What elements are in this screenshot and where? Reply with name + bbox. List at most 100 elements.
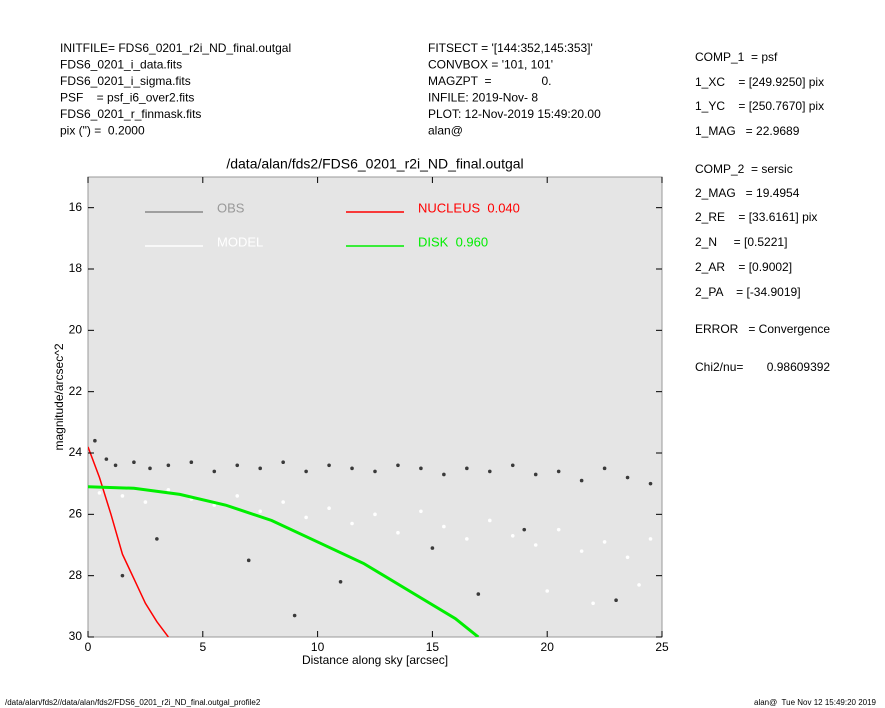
data-point	[327, 463, 331, 468]
data-point	[579, 549, 584, 553]
data-point	[212, 469, 217, 474]
data-point	[148, 466, 152, 471]
data-point	[614, 598, 618, 602]
plot-marks	[88, 438, 653, 637]
fit-parameter: 2_MAG = 19.4954	[695, 186, 800, 200]
data-point	[591, 601, 595, 606]
data-point	[579, 478, 584, 483]
header-left-line: FDS6_0201_i_sigma.fits	[60, 74, 191, 88]
data-point	[522, 527, 527, 532]
data-point	[648, 537, 653, 541]
data-point	[442, 472, 446, 477]
data-point	[419, 466, 423, 471]
data-point	[120, 494, 125, 498]
data-point	[120, 573, 125, 578]
header-left-line: PSF = psf_i6_over2.fits	[60, 91, 194, 105]
data-point	[235, 494, 240, 498]
fit-parameter: 1_XC = [249.9250] pix	[695, 75, 824, 89]
data-point	[373, 512, 377, 517]
legend-label: NUCLEUS 0.040	[418, 200, 520, 215]
data-point	[304, 469, 308, 474]
data-point	[556, 469, 561, 474]
data-point	[113, 463, 118, 468]
data-point	[556, 527, 561, 532]
footer-left: /data/alan/fds2//data/alan/fds2/FDS6_020…	[5, 698, 261, 707]
data-point	[637, 583, 641, 587]
footer-right: alan@ Tue Nov 12 15:49:20 2019	[754, 698, 877, 707]
y-tick-label: 24	[69, 445, 83, 459]
data-point	[189, 460, 194, 465]
fit-parameter: COMP_2 = sersic	[695, 162, 793, 176]
data-point	[155, 537, 159, 541]
data-point	[430, 546, 435, 550]
data-point	[166, 488, 171, 492]
data-point	[396, 530, 400, 535]
y-tick-label: 30	[69, 629, 83, 643]
x-tick-label: 15	[426, 640, 440, 654]
data-point	[488, 469, 492, 474]
data-point	[533, 543, 538, 547]
data-point	[281, 460, 285, 465]
fit-parameter: 2_PA = [-34.9019]	[695, 285, 801, 299]
data-point	[533, 472, 538, 477]
fit-parameter: COMP_1 = psf	[695, 50, 778, 64]
data-point	[350, 466, 354, 471]
fit-parameter: ERROR = Convergence	[695, 322, 830, 336]
x-axis-label: Distance along sky [arcsec]	[302, 653, 448, 667]
header-middle-line: PLOT: 12-Nov-2019 15:49:20.00	[428, 107, 601, 121]
y-tick-label: 26	[69, 507, 83, 521]
fit-parameter: 1_MAG = 22.9689	[695, 124, 800, 138]
data-point	[258, 466, 263, 471]
data-point	[304, 515, 308, 520]
y-tick-label: 18	[69, 261, 83, 275]
y-tick-label: 22	[69, 384, 83, 398]
y-tick-label: 28	[69, 568, 83, 582]
data-point	[476, 592, 481, 596]
data-point	[350, 521, 354, 526]
y-tick-label: 16	[69, 200, 83, 214]
data-point	[212, 503, 217, 507]
plot-area	[87, 176, 663, 638]
fit-parameter: 1_YC = [250.7670] pix	[695, 99, 824, 113]
header-left-line: FDS6_0201_r_finmask.fits	[60, 107, 201, 121]
data-point	[648, 481, 653, 486]
data-point	[235, 463, 240, 468]
x-tick-label: 0	[85, 640, 92, 654]
chart-title: /data/alan/fds2/FDS6_0201_r2i_ND_final.o…	[226, 156, 523, 172]
data-point	[97, 491, 102, 495]
fit-parameter: 2_AR = [0.9002]	[695, 260, 792, 274]
data-point	[104, 457, 109, 461]
header-middle-line: CONVBOX = '101, 101'	[428, 58, 553, 72]
data-point	[246, 558, 251, 563]
data-point	[602, 466, 607, 471]
data-point	[327, 506, 331, 511]
data-point	[258, 509, 263, 514]
data-point	[625, 555, 630, 560]
y-axis-label: magnitude/arcsec^2	[52, 343, 66, 450]
fit-parameter: Chi2/nu= 0.98609392	[695, 360, 830, 374]
legend-label: DISK 0.960	[418, 234, 488, 249]
data-point	[488, 518, 492, 523]
data-point	[545, 589, 549, 593]
data-point	[419, 509, 423, 514]
y-tick-label: 20	[69, 323, 83, 337]
header-middle-line: alan@	[428, 124, 463, 138]
header-middle-line: FITSECT = '[144:352,145:353]'	[428, 41, 593, 55]
header-left-line: FDS6_0201_i_data.fits	[60, 58, 182, 72]
legend-label: MODEL	[217, 234, 263, 249]
data-point	[166, 463, 171, 468]
data-point	[465, 537, 469, 541]
data-point	[373, 469, 377, 474]
data-point	[338, 580, 343, 584]
legend-label: OBS	[217, 200, 245, 215]
data-point	[510, 534, 515, 538]
profile-line	[88, 485, 480, 637]
header-left-line: INITFILE= FDS6_0201_r2i_ND_final.outgal	[60, 41, 291, 55]
data-point	[465, 466, 469, 471]
x-tick-label: 10	[311, 640, 325, 654]
data-point	[442, 524, 446, 529]
data-point	[143, 500, 148, 504]
data-point	[132, 460, 136, 465]
header-left-line: pix (") = 0.2000	[60, 124, 145, 138]
